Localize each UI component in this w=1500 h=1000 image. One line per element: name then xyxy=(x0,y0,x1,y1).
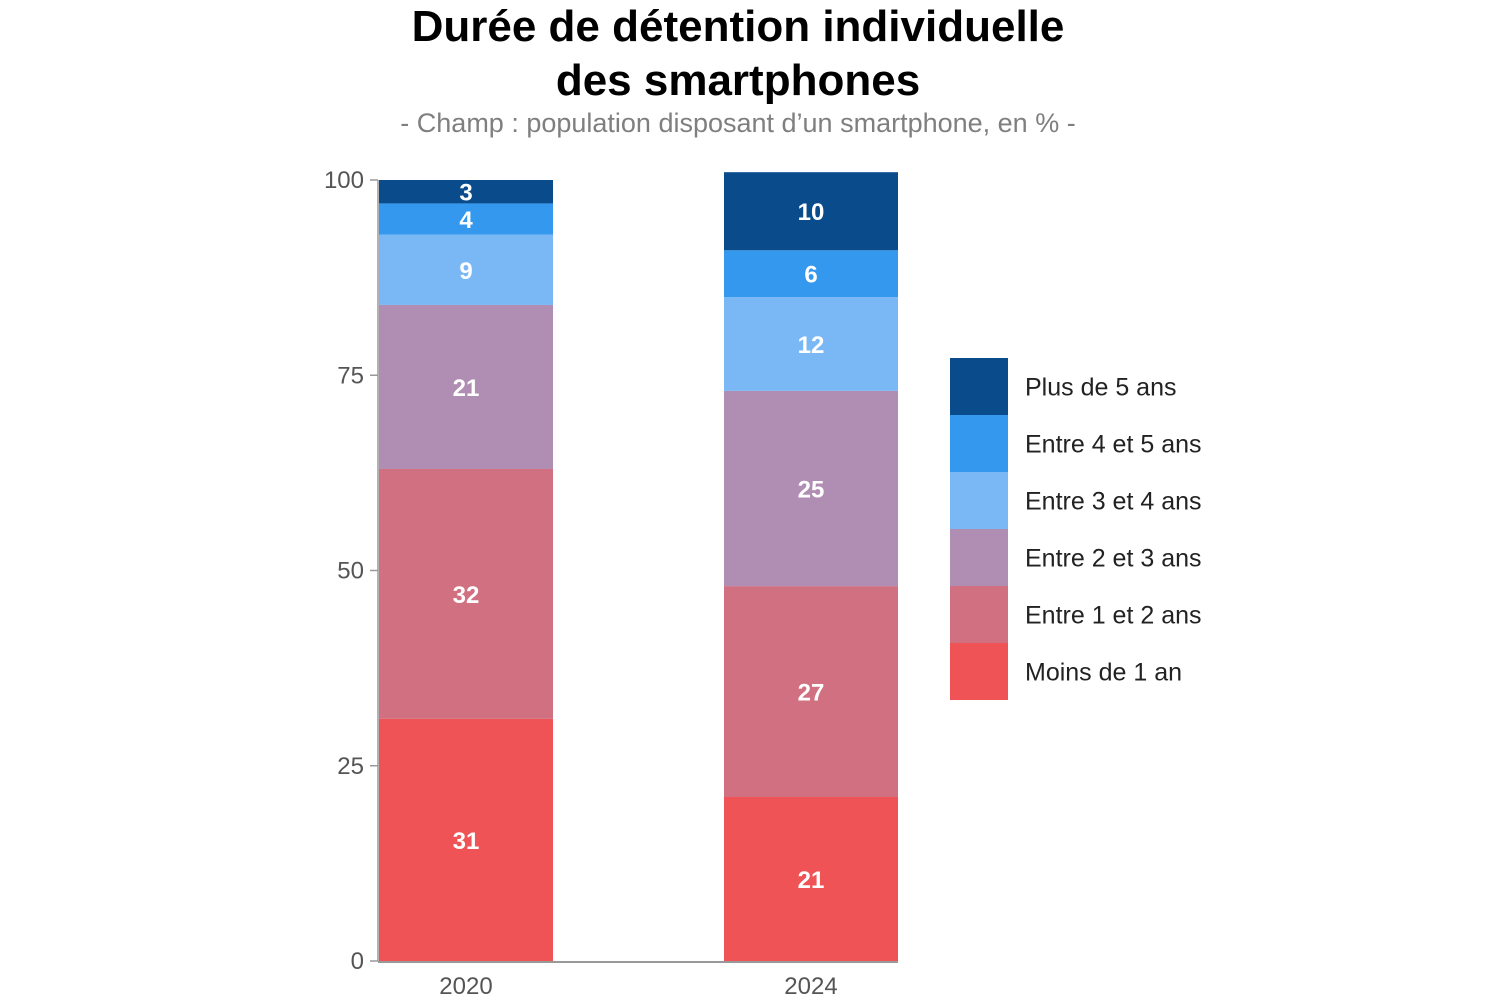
legend-swatch-plus-de-5-ans xyxy=(950,358,1008,415)
data-label-2020-moins-de-1-an: 31 xyxy=(453,828,480,855)
y-tick-label: 75 xyxy=(337,362,364,389)
y-tick-label: 0 xyxy=(351,948,364,975)
bar-stack-2020: 31 32 21 9 43 xyxy=(379,180,553,961)
bar-segment-2020-entre-2-et-3-ans xyxy=(379,304,553,469)
bar-segment-2024-moins-de-1-an xyxy=(724,796,898,961)
data-label-2020-entre-3-et-4-ans: 9 xyxy=(459,258,472,285)
legend-item-moins-de-1-an: Moins de 1 an xyxy=(950,643,1182,700)
data-label-2024-entre-3-et-4-ans: 12 xyxy=(798,332,825,359)
data-label-2024-entre-1-et-2-ans: 27 xyxy=(798,680,825,707)
legend-label-plus-de-5-ans: Plus de 5 ans xyxy=(1025,374,1177,402)
legend-label-entre-3-et-4-ans: Entre 3 et 4 ans xyxy=(1025,488,1202,516)
bar-segment-2024-plus-de-5-ans xyxy=(724,172,898,251)
y-axis: 0 25 50 75 100 xyxy=(324,167,379,975)
chart-title-line-1: Durée de détention individuelle xyxy=(411,2,1065,51)
legend-label-entre-2-et-3-ans: Entre 2 et 3 ans xyxy=(1025,545,1202,573)
y-tick-label: 50 xyxy=(337,558,364,585)
x-tick-label-2020: 2020 xyxy=(439,973,492,1000)
legend-label-entre-1-et-2-ans: Entre 1 et 2 ans xyxy=(1025,602,1202,630)
y-tick-label: 25 xyxy=(337,753,364,780)
legend-item-entre-1-et-2-ans: Entre 1 et 2 ans xyxy=(950,586,1202,643)
bar-segment-2024-entre-3-et-4-ans xyxy=(724,297,898,391)
legend-swatch-entre-2-et-3-ans xyxy=(950,529,1008,586)
data-label-2020-plus-de-5-ans: 3 xyxy=(459,180,472,207)
legend-item-entre-4-et-5-ans: Entre 4 et 5 ans xyxy=(950,415,1202,472)
bar-stack-2024: 21 27 25 12 6 10 xyxy=(724,172,898,961)
x-tick-label-2024: 2024 xyxy=(784,973,837,1000)
bar-segment-2020-plus-de-5-ans xyxy=(379,180,553,204)
y-tick-label: 100 xyxy=(324,167,364,194)
data-label-2024-entre-2-et-3-ans: 25 xyxy=(798,476,825,503)
bar-segment-2024-entre-2-et-3-ans xyxy=(724,390,898,587)
legend-item-entre-2-et-3-ans: Entre 2 et 3 ans xyxy=(950,529,1202,586)
data-label-2024-entre-4-et-5-ans: 6 xyxy=(804,262,817,289)
data-label-2024-moins-de-1-an: 21 xyxy=(798,867,825,894)
x-axis: 2020 2024 xyxy=(378,961,898,1000)
data-label-2020-entre-1-et-2-ans: 32 xyxy=(453,582,480,609)
bar-segment-2024-entre-1-et-2-ans xyxy=(724,586,898,797)
bar-segment-2020-entre-3-et-4-ans xyxy=(379,234,553,305)
legend-label-moins-de-1-an: Moins de 1 an xyxy=(1025,659,1182,687)
data-label-2020-entre-4-et-5-ans: 4 xyxy=(459,207,473,234)
chart-title-line-2: des smartphones xyxy=(555,56,921,105)
legend-swatch-moins-de-1-an xyxy=(950,643,1008,700)
data-label-2020-entre-2-et-3-ans: 21 xyxy=(453,375,480,402)
bar-segment-2020-moins-de-1-an xyxy=(379,718,553,961)
bars: 31 32 21 9 43 21 27 25 12 6 10 xyxy=(379,172,898,961)
bar-segment-2024-entre-4-et-5-ans xyxy=(724,250,898,298)
legend: Plus de 5 ans Entre 4 et 5 ans Entre 3 et … xyxy=(950,358,1202,700)
chart-title: Durée de détention individuelle des smar… xyxy=(0,0,1476,108)
bar-segment-2020-entre-4-et-5-ans xyxy=(379,203,553,235)
data-label-2024-plus-de-5-ans: 10 xyxy=(798,199,825,226)
legend-swatch-entre-3-et-4-ans xyxy=(950,472,1008,529)
legend-label-entre-4-et-5-ans: Entre 4 et 5 ans xyxy=(1025,431,1202,459)
bar-segment-2020-entre-1-et-2-ans xyxy=(379,468,553,719)
legend-item-entre-3-et-4-ans: Entre 3 et 4 ans xyxy=(950,472,1202,529)
legend-swatch-entre-1-et-2-ans xyxy=(950,586,1008,643)
legend-item-plus-de-5-ans: Plus de 5 ans xyxy=(950,358,1177,415)
legend-swatch-entre-4-et-5-ans xyxy=(950,415,1008,472)
chart-subtitle: - Champ : population disposant d’un smar… xyxy=(400,108,1076,138)
